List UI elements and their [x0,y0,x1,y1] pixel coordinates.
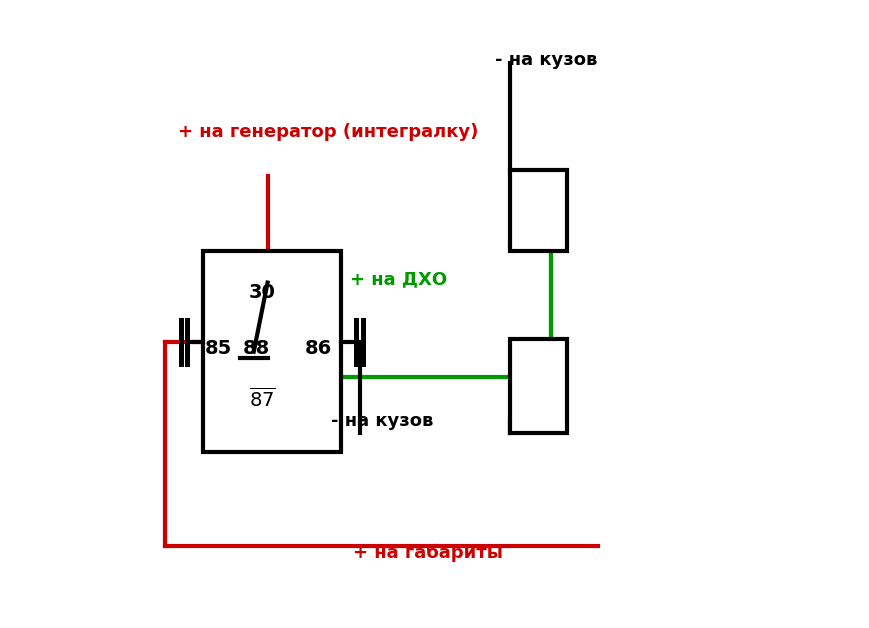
Text: 30: 30 [249,283,275,301]
Text: 86: 86 [305,339,332,358]
Text: 88: 88 [242,339,269,358]
Bar [510,339,567,433]
Text: + на генератор (интегралку): + на генератор (интегралку) [177,123,477,141]
Text: + на габариты: + на габариты [353,544,503,561]
Bar [202,251,341,452]
Bar [510,170,567,251]
Text: 85: 85 [204,339,232,358]
Text: + на ДХО: + на ДХО [350,271,447,288]
Text: - на кузов: - на кузов [494,51,596,68]
Text: - на кузов: - на кузов [331,412,434,430]
Text: $\overline{87}$: $\overline{87}$ [249,387,275,411]
